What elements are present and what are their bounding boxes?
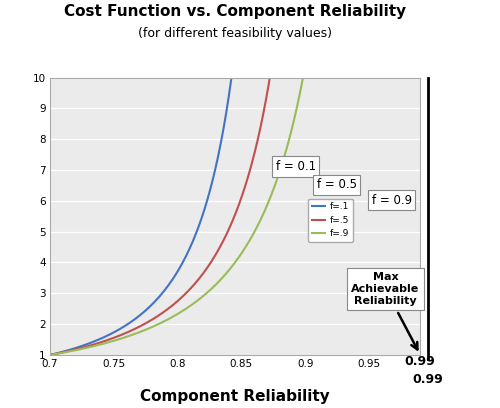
f=.5 xyxy=(150,317,156,322)
Text: 0.99: 0.99 xyxy=(412,373,443,386)
Text: Max
Achievable
Reliability: Max Achievable Reliability xyxy=(352,273,420,349)
Text: 0.99: 0.99 xyxy=(404,355,436,368)
Line: f=.5: f=.5 xyxy=(50,62,272,355)
Text: f = 0.5: f = 0.5 xyxy=(316,178,356,191)
f=.9 xyxy=(252,228,258,233)
Legend: f=.1, f=.5, f=.9: f=.1, f=.5, f=.9 xyxy=(308,199,352,242)
f=.1 xyxy=(112,329,118,334)
Line: f=.1: f=.1 xyxy=(50,62,234,355)
f=.1 xyxy=(79,344,85,348)
f=.9 xyxy=(165,317,171,322)
f=.5 xyxy=(270,60,276,65)
f=.1 xyxy=(47,353,53,357)
Text: Cost Function vs. Component Reliability: Cost Function vs. Component Reliability xyxy=(64,4,406,19)
f=.5 xyxy=(47,353,53,357)
f=.5 xyxy=(86,344,92,348)
f=.5 xyxy=(144,320,150,325)
f=.1 xyxy=(132,317,138,322)
Line: f=.9: f=.9 xyxy=(50,62,306,355)
f=.9 xyxy=(92,344,98,348)
f=.5 xyxy=(225,228,231,233)
f=.5 xyxy=(51,352,57,357)
f=.9 xyxy=(303,60,309,65)
f=.9 xyxy=(52,352,58,357)
f=.9 xyxy=(158,320,164,325)
Text: f = 0.1: f = 0.1 xyxy=(276,160,316,173)
Text: (for different feasibility values): (for different feasibility values) xyxy=(138,27,332,40)
f=.1 xyxy=(50,352,56,357)
f=.9 xyxy=(47,353,53,357)
f=.1 xyxy=(230,60,236,65)
Text: f = 0.9: f = 0.9 xyxy=(372,194,412,207)
f=.9 xyxy=(138,329,143,334)
f=.1 xyxy=(127,320,133,325)
Text: Component Reliability: Component Reliability xyxy=(140,389,330,404)
f=.1 xyxy=(194,228,200,233)
f=.5 xyxy=(126,329,132,334)
